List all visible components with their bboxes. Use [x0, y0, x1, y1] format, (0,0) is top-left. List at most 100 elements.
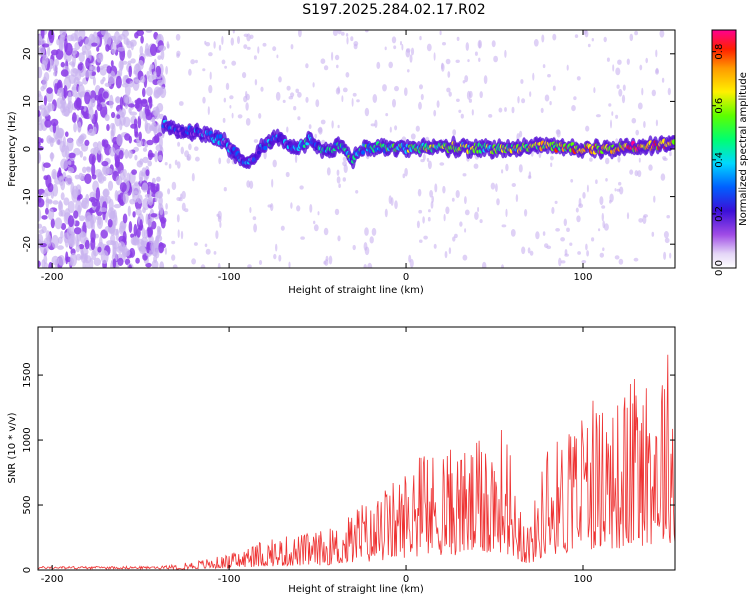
noise-speckle [97, 141, 102, 155]
noise-speckle [153, 255, 158, 263]
background-speckle [643, 214, 648, 218]
background-speckle [363, 242, 368, 251]
background-speckle [660, 173, 666, 181]
background-speckle [427, 160, 432, 170]
noise-speckle [119, 182, 127, 193]
noise-speckle [50, 49, 59, 56]
noise-speckle [91, 97, 96, 108]
noise-speckle [146, 242, 150, 254]
background-speckle [439, 30, 442, 36]
background-speckle [200, 264, 206, 268]
background-speckle [574, 34, 579, 38]
noise-speckle [100, 229, 108, 239]
noise-speckle [51, 168, 58, 180]
background-speckle [666, 215, 670, 219]
background-speckle [542, 231, 546, 236]
background-speckle [651, 231, 655, 237]
noise-speckle [46, 87, 53, 94]
background-speckle [570, 179, 574, 183]
noise-speckle [105, 168, 113, 175]
background-speckle [371, 227, 377, 236]
noise-speckle [54, 58, 59, 67]
background-speckle [591, 38, 594, 42]
background-speckle [343, 164, 348, 174]
background-speckle [286, 85, 291, 91]
noise-speckle [73, 210, 79, 219]
background-speckle [271, 178, 274, 188]
background-speckle [617, 59, 622, 65]
noise-speckle [77, 121, 82, 133]
snr-series-line [38, 354, 675, 570]
noise-speckle [96, 103, 103, 112]
background-speckle [576, 215, 581, 223]
background-speckle [445, 206, 450, 215]
background-speckle [511, 183, 516, 187]
noise-speckle [104, 82, 112, 88]
colorbar-tick-label: 0.6 [714, 98, 725, 114]
noise-speckle [118, 60, 124, 70]
background-speckle [176, 197, 181, 201]
background-speckle [164, 210, 168, 215]
noise-speckle [58, 167, 62, 178]
background-speckle [639, 64, 643, 71]
background-speckle [258, 260, 263, 265]
background-speckle [297, 116, 301, 121]
background-speckle [433, 52, 436, 61]
noise-speckle [118, 241, 126, 252]
background-speckle [445, 58, 451, 65]
noise-speckle [89, 63, 93, 76]
noise-speckle [67, 160, 72, 165]
noise-speckle [110, 60, 114, 67]
noise-speckle [139, 158, 144, 165]
background-speckle [520, 79, 524, 84]
noise-speckle [119, 33, 126, 40]
colorbar-tick-label: 0.4 [714, 152, 725, 168]
snr-frame [37, 326, 676, 571]
noise-speckle [139, 246, 144, 252]
noise-speckle [72, 112, 77, 123]
background-speckle [510, 229, 516, 237]
noise-speckle [78, 172, 84, 181]
signal-cell [671, 139, 675, 145]
noise-speckle [130, 58, 136, 64]
background-speckle [575, 207, 579, 213]
noise-speckle [144, 229, 148, 239]
background-speckle [637, 102, 643, 110]
background-speckle [326, 167, 331, 176]
background-speckle [464, 228, 467, 233]
noise-speckle [58, 176, 64, 186]
background-speckle [459, 221, 463, 227]
x-tick-label: 0 [403, 574, 409, 585]
background-speckle [577, 251, 581, 255]
background-speckle [441, 62, 444, 70]
noise-speckle [39, 243, 47, 248]
noise-speckle [57, 245, 64, 250]
noise-speckle [66, 34, 75, 42]
noise-speckle [105, 44, 110, 52]
background-speckle [324, 259, 329, 266]
background-speckle [262, 42, 267, 47]
noise-speckle [133, 223, 138, 237]
background-speckle [176, 214, 180, 223]
background-speckle [606, 57, 610, 62]
noise-speckle [38, 223, 43, 229]
background-speckle [272, 46, 277, 52]
noise-speckle [107, 180, 114, 191]
background-speckle [328, 255, 333, 265]
background-speckle [571, 105, 576, 112]
background-speckle [194, 59, 198, 64]
noise-speckle [156, 190, 164, 199]
noise-speckle [60, 61, 65, 68]
background-speckle [280, 225, 285, 231]
noise-speckle [145, 30, 153, 33]
background-speckle [556, 129, 561, 138]
background-speckle [288, 96, 294, 100]
background-speckle [193, 242, 198, 246]
noise-speckle [63, 232, 70, 244]
background-speckle [423, 235, 428, 240]
background-speckle [426, 43, 432, 52]
background-speckle [645, 57, 648, 64]
background-speckle [253, 139, 259, 143]
background-speckle [465, 42, 469, 51]
background-speckle [634, 30, 638, 36]
